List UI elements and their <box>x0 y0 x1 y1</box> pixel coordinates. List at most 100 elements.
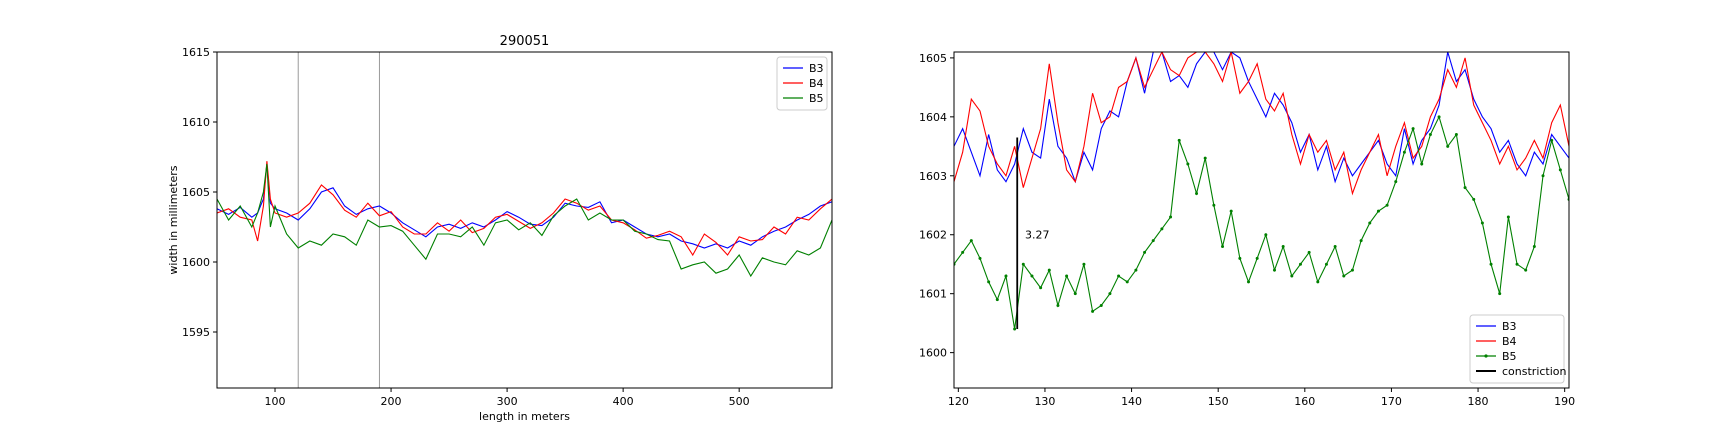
axes-frame <box>216 51 833 389</box>
series-point-b5 <box>1117 274 1121 278</box>
plot-area <box>954 52 1569 331</box>
series-point-b5 <box>1056 303 1060 307</box>
plot-area <box>217 161 832 278</box>
series-point-b5 <box>1376 209 1380 213</box>
y-tick-label: 1600 <box>919 347 947 360</box>
series-point-b5 <box>1463 186 1467 190</box>
series-point-b5 <box>1195 191 1199 195</box>
y-tick-label: 1610 <box>182 116 210 129</box>
series-point-b5 <box>1186 162 1190 166</box>
series-point-b5 <box>1506 215 1510 219</box>
series-point-b5 <box>1515 262 1519 266</box>
series-point-b5 <box>1039 286 1043 290</box>
series-point-b5 <box>1307 250 1311 254</box>
series-point-b5 <box>1047 268 1051 272</box>
series-point-b5 <box>1541 174 1545 178</box>
legend-label-b3: B3 <box>1502 320 1517 333</box>
y-tick-label: 1602 <box>919 229 947 242</box>
series-point-b5 <box>1420 162 1424 166</box>
y-tick-label: 1600 <box>182 256 210 269</box>
series-point-b5 <box>1385 203 1389 207</box>
chart-title: 290051 <box>500 34 550 49</box>
series-point-b5 <box>1480 221 1484 225</box>
series-line-b5 <box>217 163 832 278</box>
x-tick-label: 170 <box>1381 395 1402 408</box>
x-axis-label: length in meters <box>479 410 570 423</box>
series-point-b5 <box>1394 180 1398 184</box>
legend-marker <box>1484 354 1488 358</box>
legend-label-b3: B3 <box>809 62 824 75</box>
series-point-b5 <box>995 298 999 302</box>
series-line-b5 <box>954 115 1569 330</box>
series-line-b3 <box>954 52 1569 184</box>
series-point-b5 <box>1212 203 1216 207</box>
y-tick-label: 1604 <box>919 111 947 124</box>
y-tick-label: 1605 <box>919 52 947 65</box>
series-point-b5 <box>1143 250 1147 254</box>
series-line-b4 <box>954 52 1569 196</box>
legend-label-b5: B5 <box>1502 350 1517 363</box>
series-point-b5 <box>969 239 973 243</box>
x-tick-label: 100 <box>265 395 286 408</box>
series-point-b5 <box>1065 274 1069 278</box>
series-point-b5 <box>1238 256 1242 260</box>
axes-frame <box>953 51 1570 389</box>
series-point-b5 <box>1160 227 1164 231</box>
series-point-b5 <box>1524 268 1528 272</box>
series-point-b5 <box>1290 274 1294 278</box>
series-point-b5 <box>1004 274 1008 278</box>
series-point-b5 <box>1350 268 1354 272</box>
y-tick-label: 1595 <box>182 326 210 339</box>
left-chart: 100 200 300 400 500 1595 1600 1605 1610 1615 29005… <box>167 34 833 423</box>
legend-box <box>1469 314 1565 384</box>
series-point-b5 <box>1030 274 1034 278</box>
series-point-b5 <box>1498 292 1502 296</box>
y-tick-label: 1615 <box>182 46 210 59</box>
legend-label-constriction: constriction <box>1502 365 1567 378</box>
series-point-b5 <box>1229 209 1233 213</box>
series-point-b5 <box>1472 197 1476 201</box>
series-point-b5 <box>1359 239 1363 243</box>
series-point-b5 <box>1264 233 1268 237</box>
series-point-b5 <box>1489 262 1493 266</box>
series-point-b5 <box>1428 133 1432 137</box>
series-point-b5 <box>1411 127 1415 131</box>
series-point-b5 <box>1013 327 1017 331</box>
y-tick-label: 1603 <box>919 170 947 183</box>
series-point-b5 <box>1342 274 1346 278</box>
series-point-b5 <box>1281 245 1285 249</box>
series-point-b5 <box>1333 245 1337 249</box>
series-point-b5 <box>1021 262 1025 266</box>
x-tick-label: 150 <box>1208 395 1229 408</box>
x-tick-label: 500 <box>729 395 750 408</box>
series-point-b5 <box>1151 239 1155 243</box>
x-tick-label: 140 <box>1121 395 1142 408</box>
series-point-b5 <box>1125 280 1129 284</box>
x-tick-label: 200 <box>381 395 402 408</box>
series-point-b5 <box>1402 150 1406 154</box>
series-point-b5 <box>978 256 982 260</box>
legend-label-b4: B4 <box>809 77 824 90</box>
y-axis-label: width in millimeters <box>167 165 180 274</box>
series-point-b5 <box>1316 280 1320 284</box>
right-chart: 3.27 120 130 140 150 160 170 180 190 1600 1601 1602… <box>919 51 1575 408</box>
y-tick-label: 1605 <box>182 186 210 199</box>
x-tick-label: 180 <box>1468 395 1489 408</box>
series-point-b5 <box>1099 303 1103 307</box>
x-tick-label: 160 <box>1294 395 1315 408</box>
series-point-b5 <box>1368 221 1372 225</box>
series-point-b5 <box>1550 138 1554 142</box>
legend: B3 B4 B5 constriction <box>1469 314 1567 384</box>
x-tick-label: 300 <box>497 395 518 408</box>
series-point-b5 <box>1221 245 1225 249</box>
series-point-b5 <box>1454 133 1458 137</box>
series-point-b5 <box>987 280 991 284</box>
legend: B3 B4 B5 <box>776 56 828 111</box>
series-point-b5 <box>1437 115 1441 119</box>
series-line-b4 <box>217 161 832 257</box>
series-point-b5 <box>1091 309 1095 313</box>
series-point-b5 <box>1446 144 1450 148</box>
series-point-b5 <box>1532 245 1536 249</box>
